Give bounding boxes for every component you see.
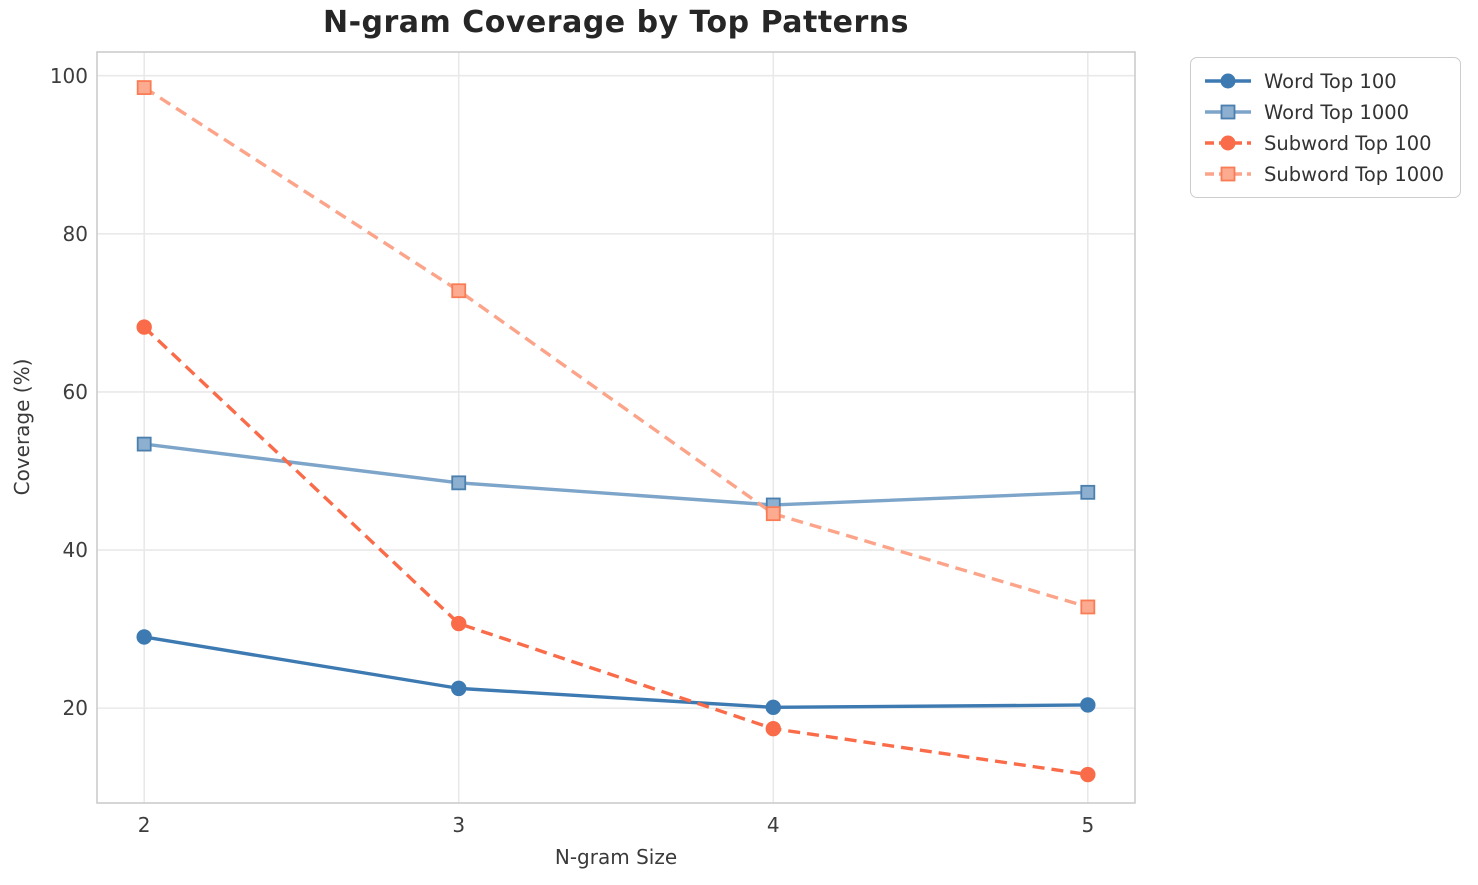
marker-word-top-1000 xyxy=(451,475,467,491)
square-marker-sample-icon xyxy=(1205,104,1251,120)
marker-subword-top-1000 xyxy=(765,506,781,522)
marker-word-top-100 xyxy=(451,680,467,697)
marker-subword-top-100 xyxy=(1080,766,1096,783)
circle-marker-sample-icon xyxy=(1205,73,1251,89)
marker-word-top-100 xyxy=(136,629,152,645)
plot-frame xyxy=(96,51,1136,804)
marker-word-top-100 xyxy=(765,699,781,716)
marker-subword-top-1000 xyxy=(1080,599,1096,615)
marker-subword-top-1000 xyxy=(451,283,467,299)
y-tick-label: 40 xyxy=(62,538,88,563)
legend-item-word-top-1000: Word Top 1000 xyxy=(1204,100,1444,124)
marker-word-top-1000 xyxy=(1080,484,1096,500)
x-axis-label: N-gram Size xyxy=(554,845,678,869)
legend-item-subword-top-100: Subword Top 100 xyxy=(1204,131,1444,155)
series-line-subword-top-1000 xyxy=(143,86,1089,609)
series-line-word-top-100 xyxy=(143,635,1088,710)
y-tick-label: 80 xyxy=(62,221,88,246)
legend-label: Word Top 100 xyxy=(1264,69,1397,93)
x-tick-label: 4 xyxy=(766,813,780,837)
legend-item-word-top-100: Word Top 100 xyxy=(1204,69,1444,93)
y-tick-label: 60 xyxy=(62,379,88,404)
series-line-word-top-1000 xyxy=(143,442,1088,507)
legend-item-subword-top-1000: Subword Top 1000 xyxy=(1204,162,1444,186)
y-tick-label: 100 xyxy=(49,63,88,88)
series-line-subword-top-100 xyxy=(143,325,1089,777)
legend-label: Word Top 1000 xyxy=(1264,100,1410,124)
x-tick-label: 3 xyxy=(452,813,466,837)
legend-label: Subword Top 100 xyxy=(1264,131,1432,155)
chart-title: N-gram Coverage by Top Patterns xyxy=(322,5,910,40)
marker-word-top-100 xyxy=(1080,697,1096,713)
legend: Word Top 100 Word Top 1000 Subword Top 100… xyxy=(1190,57,1461,198)
square-marker-sample-icon xyxy=(1205,166,1251,182)
x-tick-label: 2 xyxy=(137,813,151,837)
marker-subword-top-1000 xyxy=(136,80,152,95)
marker-subword-top-100 xyxy=(136,319,152,335)
marker-word-top-1000 xyxy=(136,436,152,452)
marker-subword-top-100 xyxy=(765,720,781,737)
x-tick-label: 5 xyxy=(1081,813,1095,837)
circle-marker-sample-icon xyxy=(1205,135,1251,151)
marker-subword-top-100 xyxy=(451,615,467,632)
y-tick-label: 20 xyxy=(62,696,88,721)
legend-label: Subword Top 1000 xyxy=(1264,162,1444,186)
